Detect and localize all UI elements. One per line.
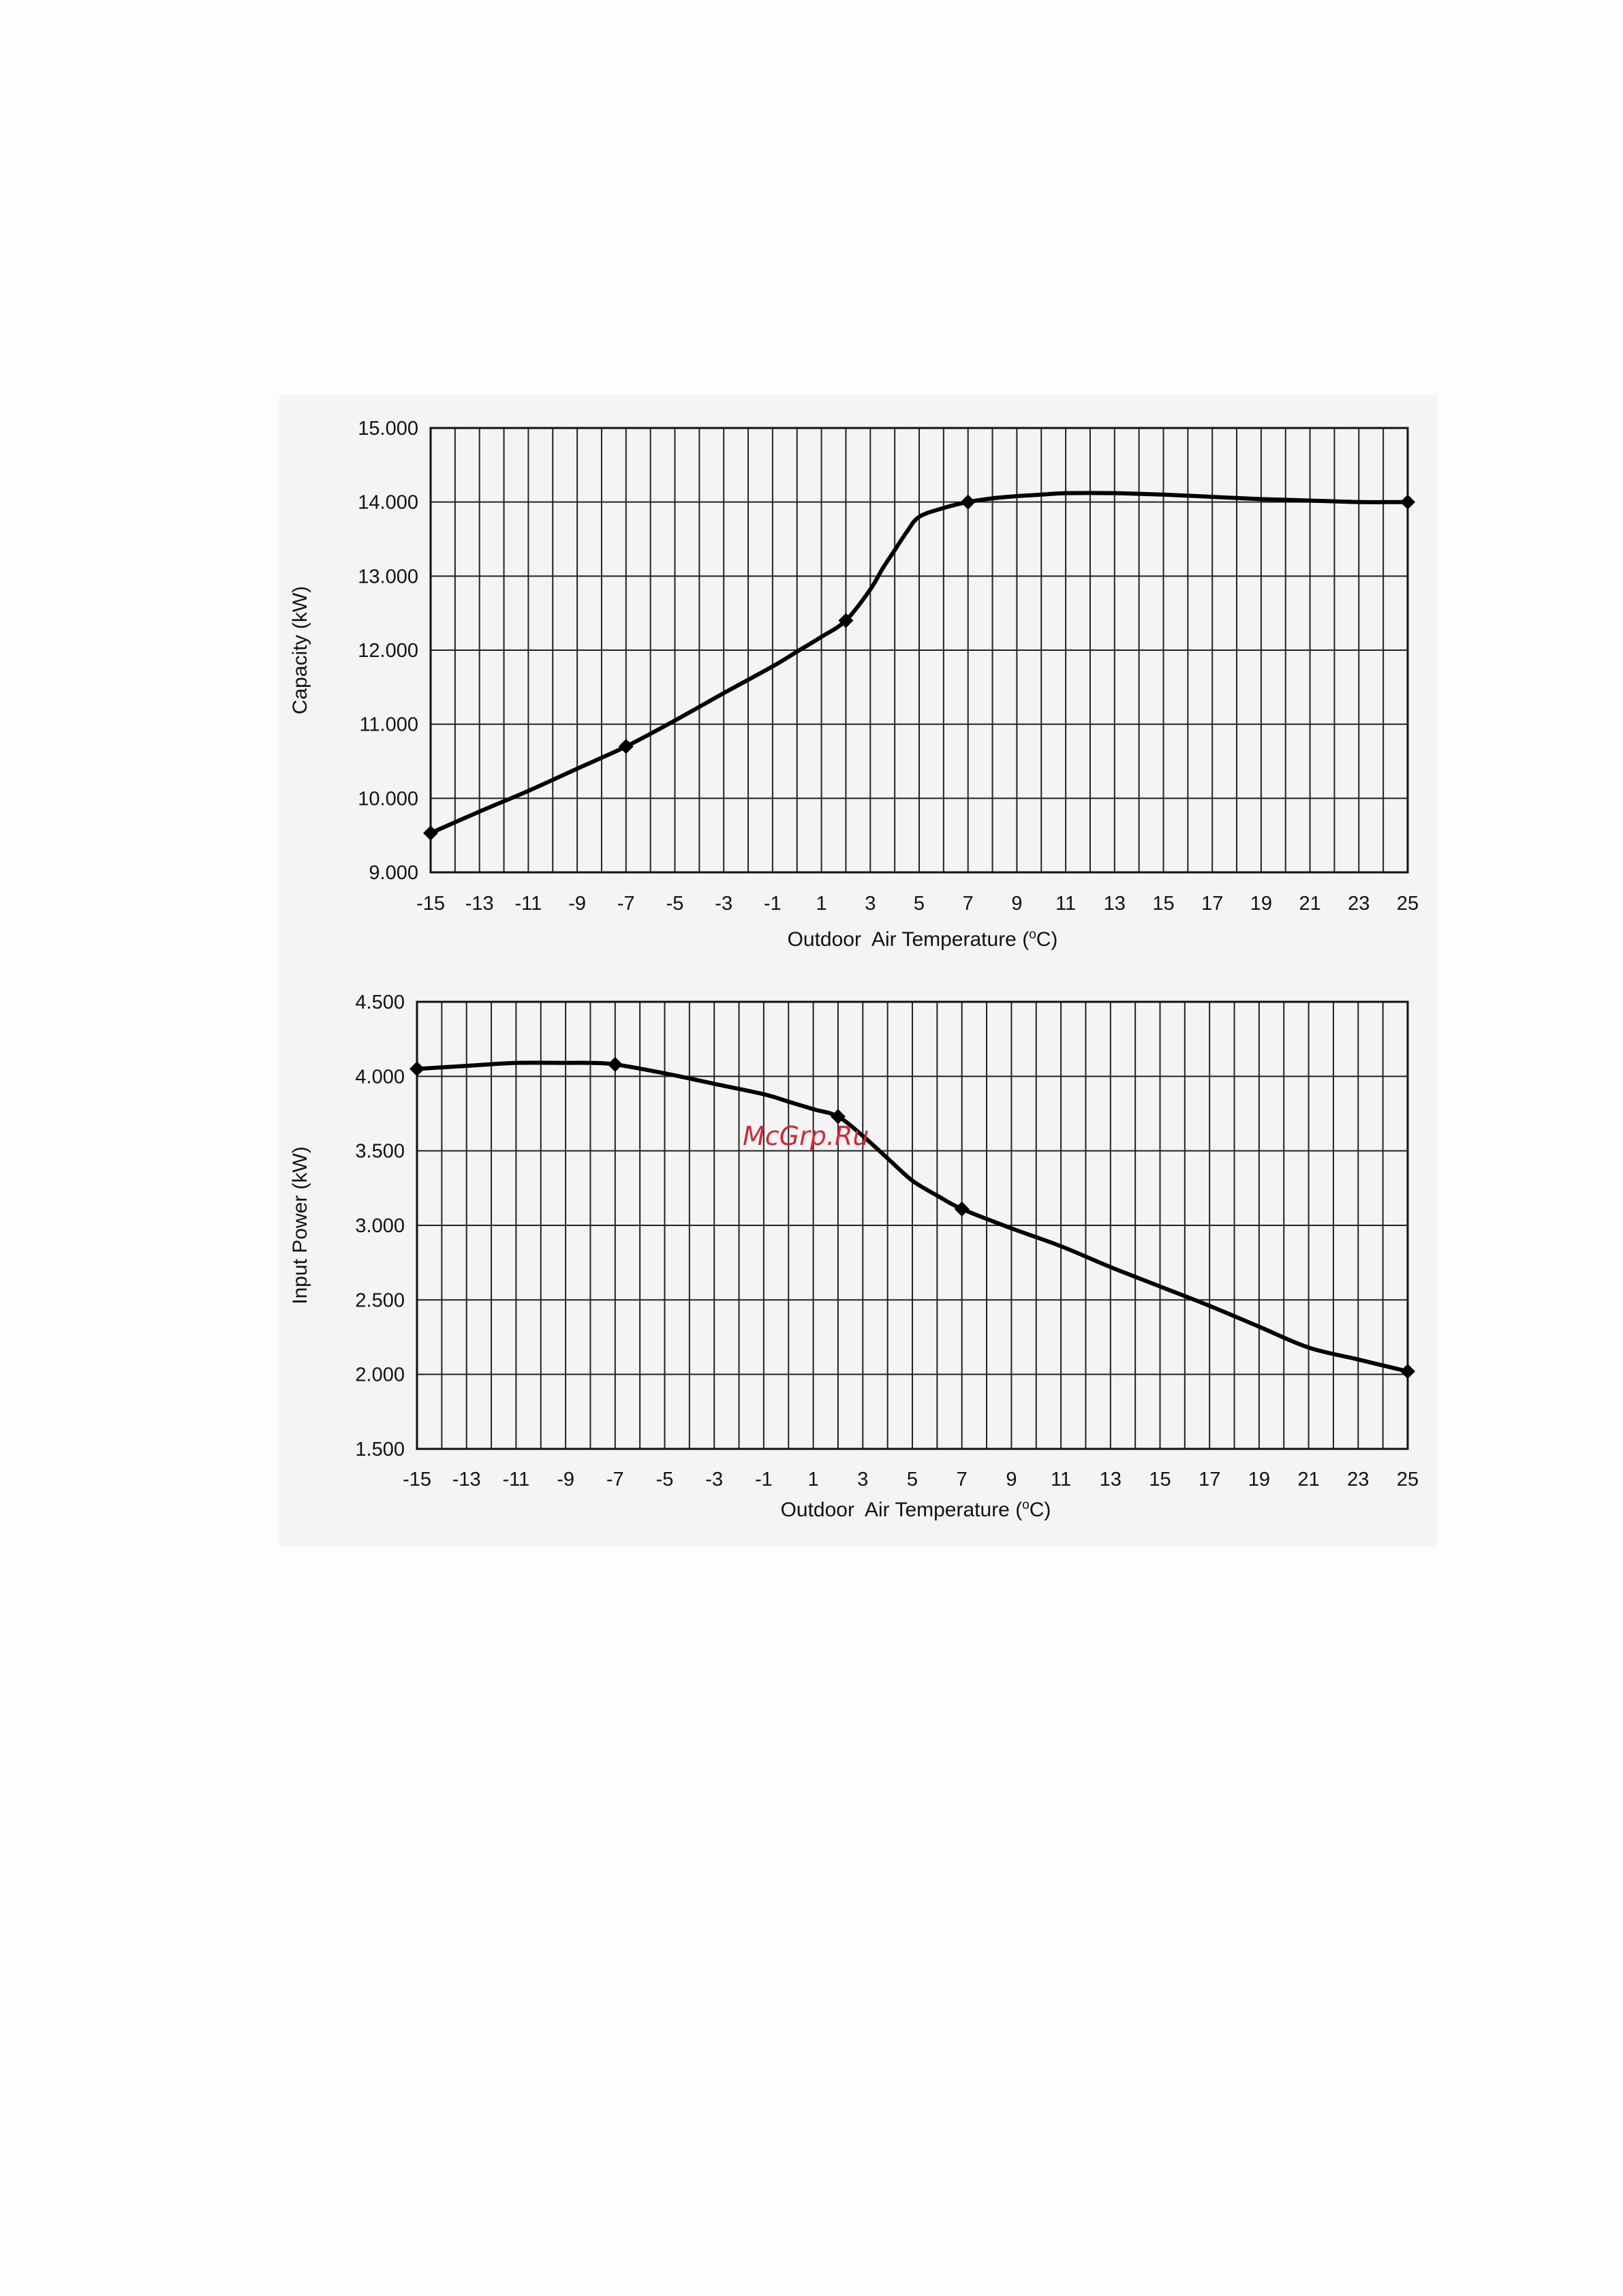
y-tick-label: 2.000 xyxy=(355,1364,405,1386)
y-tick-label: 14.000 xyxy=(358,492,418,514)
data-point-marker xyxy=(960,494,976,510)
x-tick-label: 17 xyxy=(1199,1469,1220,1490)
data-point-marker xyxy=(607,1056,623,1072)
y-tick-label: 11.000 xyxy=(359,714,418,736)
x-tick-label: 15 xyxy=(1152,893,1174,915)
x-tick-label: 25 xyxy=(1397,1469,1419,1490)
x-tick-label: -11 xyxy=(503,1469,530,1490)
y-tick-label: 3.000 xyxy=(355,1215,405,1237)
x-tick-label: 17 xyxy=(1201,893,1223,915)
y-tick-label: 9.000 xyxy=(369,862,418,884)
x-tick-label: 21 xyxy=(1299,893,1320,915)
x-tick-label: -5 xyxy=(656,1469,674,1490)
data-point-marker xyxy=(618,739,634,754)
x-tick-label: 15 xyxy=(1149,1469,1171,1490)
x-tick-label: 11 xyxy=(1055,893,1076,915)
x-tick-label: 1 xyxy=(816,893,827,915)
y-tick-label: 2.500 xyxy=(355,1289,405,1311)
x-tick-label: 5 xyxy=(914,893,925,915)
x-tick-label: -1 xyxy=(755,1469,773,1490)
data-point-marker xyxy=(838,613,854,628)
x-tick-label: 23 xyxy=(1348,893,1370,915)
x-tick-label: 7 xyxy=(957,1469,968,1490)
plot-frame xyxy=(429,427,1409,874)
x-tick-label: 19 xyxy=(1248,1469,1270,1490)
y-axis-title: Capacity (kW) xyxy=(289,586,311,714)
x-tick-label: 19 xyxy=(1250,893,1272,915)
data-point-marker xyxy=(1400,1364,1415,1379)
x-tick-label: -11 xyxy=(515,893,542,915)
x-tick-label: -9 xyxy=(557,1469,574,1490)
x-axis-title: Outdoor Air Temperature (oC) xyxy=(788,928,1058,951)
data-point-marker xyxy=(1400,494,1415,510)
x-tick-label: 9 xyxy=(1011,893,1022,915)
x-tick-label: 3 xyxy=(865,893,876,915)
x-tick-label: 3 xyxy=(857,1469,868,1490)
x-tick-label: 13 xyxy=(1104,893,1126,915)
y-tick-label: 13.000 xyxy=(358,566,418,587)
x-tick-label: -3 xyxy=(715,893,732,915)
y-axis-title: Input Power (kW) xyxy=(289,1146,311,1304)
y-tick-label: 3.500 xyxy=(355,1141,405,1163)
data-point-marker xyxy=(830,1109,846,1124)
watermark-text: McGrp.Ru xyxy=(743,1121,869,1151)
y-tick-label: 4.000 xyxy=(355,1066,405,1088)
y-tick-label: 4.500 xyxy=(355,992,405,1013)
data-point-marker xyxy=(423,825,438,841)
x-tick-label: 13 xyxy=(1100,1469,1122,1490)
x-tick-label: 5 xyxy=(907,1469,918,1490)
x-axis-title: Outdoor Air Temperature (oC) xyxy=(781,1498,1051,1521)
data-point-marker xyxy=(409,1061,424,1077)
chart-panel xyxy=(279,395,1438,1547)
x-tick-label: 1 xyxy=(808,1469,819,1490)
y-tick-label: 10.000 xyxy=(358,788,418,810)
y-tick-label: 1.500 xyxy=(355,1439,405,1460)
plot-frame xyxy=(416,1000,1409,1450)
y-tick-label: 12.000 xyxy=(358,640,418,662)
x-tick-label: -7 xyxy=(617,893,635,915)
x-tick-label: -9 xyxy=(568,893,586,915)
x-tick-label: 7 xyxy=(963,893,974,915)
data-point-marker xyxy=(954,1201,970,1216)
capacity-chart: 15.000 14.000 13.000 12.000 11.000 10.000 9.00… xyxy=(289,418,1419,951)
x-tick-label: -1 xyxy=(764,893,782,915)
y-tick-label: 15.000 xyxy=(358,418,418,440)
x-tick-label: 25 xyxy=(1397,893,1419,915)
x-tick-label: -3 xyxy=(705,1469,723,1490)
x-tick-label: -15 xyxy=(403,1469,431,1490)
x-tick-label: -13 xyxy=(452,1469,481,1490)
x-tick-label: -15 xyxy=(416,893,445,915)
x-tick-label: -13 xyxy=(465,893,494,915)
x-tick-label: -5 xyxy=(666,893,684,915)
series-line xyxy=(415,1060,1410,1374)
x-tick-label: 11 xyxy=(1051,1469,1071,1490)
x-tick-label: 23 xyxy=(1347,1469,1369,1490)
x-tick-label: 9 xyxy=(1006,1469,1017,1490)
x-tick-label: 21 xyxy=(1297,1469,1319,1490)
x-tick-label: -7 xyxy=(606,1469,624,1490)
series-line xyxy=(429,491,1410,836)
